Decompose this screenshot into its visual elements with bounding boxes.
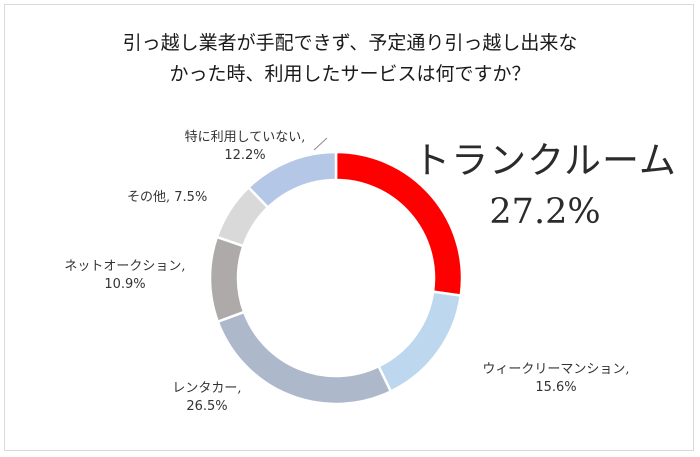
leader-line-none: [313, 137, 328, 151]
chart-title-line-2: かった時、利用したサービスは何ですか？: [169, 63, 531, 85]
slice-label-rental-car: レンタカー,: [172, 381, 242, 396]
slice-label-trunkroom: トランクルーム: [413, 139, 677, 182]
highlight-callout: トランクルーム 27.2%: [410, 138, 680, 234]
donut-slice-net-auction: [208, 235, 246, 324]
slice-value-net-auction: 10.9%: [104, 277, 146, 292]
data-label-net-auction: ネットオークション, 10.9%: [40, 258, 210, 294]
chart-title: 引っ越し業者が手配できず、予定通り引っ越し出来な かった時、利用したサービスは何…: [0, 28, 700, 90]
slice-value-not-used: 12.2%: [224, 148, 266, 163]
chart-title-line-1: 引っ越し業者が手配できず、予定通り引っ越し出来な: [122, 32, 578, 54]
slice-label-weekly-mansion: ウィークリーマンション,: [482, 362, 630, 377]
data-label-not-used: 特に利用していない, 12.2%: [160, 129, 330, 165]
slice-value-rental-car: 26.5%: [186, 399, 228, 414]
data-label-rental-car: レンタカー, 26.5%: [152, 380, 262, 416]
data-label-weekly-mansion: ウィークリーマンション, 15.6%: [436, 361, 676, 397]
donut-slice-not-used: [246, 150, 338, 210]
slice-label-not-used: 特に利用していない,: [184, 130, 306, 145]
data-label-other: その他, 7.5%: [127, 189, 207, 207]
slice-label-other: その他,: [127, 190, 171, 205]
slice-value-other: 7.5%: [174, 190, 208, 205]
donut-slices: [208, 150, 464, 406]
slice-label-net-auction: ネットオークション,: [64, 259, 186, 274]
slice-value-trunkroom: 27.2%: [489, 192, 601, 232]
slice-value-weekly-mansion: 15.6%: [535, 380, 577, 395]
